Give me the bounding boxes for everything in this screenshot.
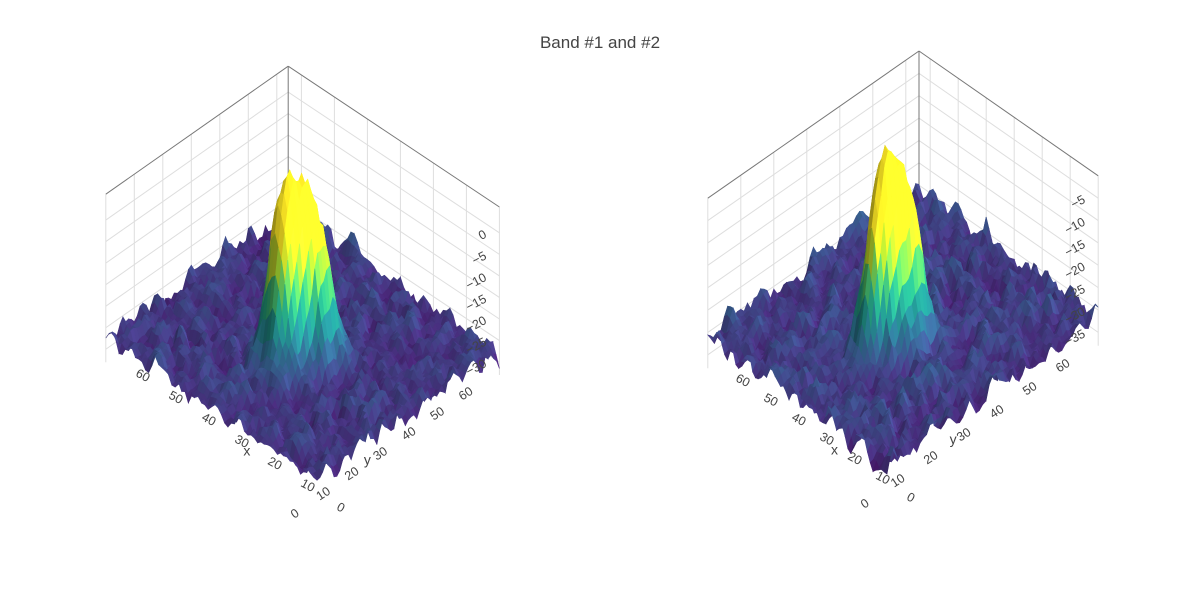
z-tick-label: −5 [470, 249, 489, 268]
y-tick-label: 10 [314, 484, 333, 503]
y-tick-label: 0 [288, 506, 301, 522]
y-tick-label: 30 [371, 444, 390, 463]
z-tick-label: −20 [464, 313, 489, 335]
x-tick-label: 40 [199, 410, 218, 429]
surface-quad [105, 332, 113, 339]
surface-plot-band-2[interactable]: 01020304050600102030405060−35−30−25−20−1… [600, 0, 1200, 600]
x-tick-label: 20 [265, 454, 284, 473]
x-tick-label: 0 [335, 500, 348, 516]
y-tick-label: 50 [428, 404, 447, 423]
y-tick-label: 20 [342, 464, 361, 483]
chart-title: Band #1 and #2 [539, 33, 661, 52]
x-axis-title: x [243, 443, 250, 459]
y-tick-label: 40 [399, 424, 418, 443]
surface-mesh[interactable] [706, 144, 1099, 475]
y-tick-label: 60 [456, 384, 475, 403]
y-axis-title: y [364, 452, 371, 468]
z-tick-label: −15 [464, 292, 489, 314]
surface-mesh[interactable] [105, 169, 500, 481]
surface-plot-band-1[interactable]: 01020304050600102030405060−30−25−20−15−1… [0, 0, 600, 600]
z-tick-label: −10 [464, 270, 489, 292]
